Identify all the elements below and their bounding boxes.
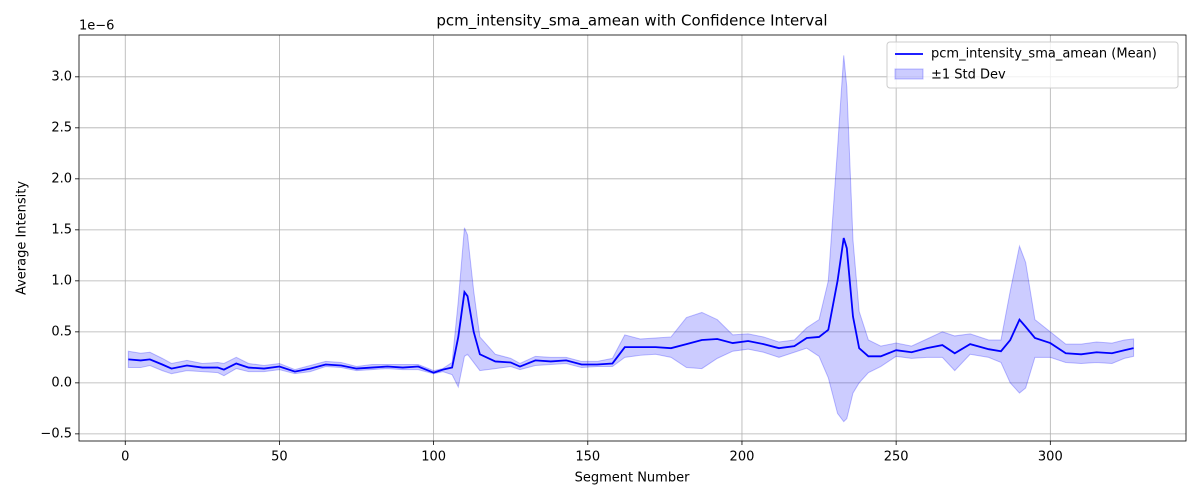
y-axis-label: Average Intensity: [15, 181, 30, 295]
legend-label: ±1 Std Dev: [931, 68, 1006, 83]
chart-title: pcm_intensity_sma_amean with Confidence …: [436, 12, 827, 31]
y-tick-label: 1.0: [51, 273, 72, 288]
x-tick-label: 50: [271, 450, 288, 465]
x-tick-label: 100: [421, 450, 446, 465]
y-tick-label: 3.0: [51, 69, 72, 84]
legend-label: pcm_intensity_sma_amean (Mean): [931, 47, 1157, 62]
x-tick-label: 0: [121, 450, 129, 465]
y-tick-label: 2.5: [51, 120, 72, 135]
std-band: [127, 55, 1135, 423]
x-tick-label: 250: [884, 450, 909, 465]
legend-box: [886, 41, 1179, 89]
mean-line: [128, 237, 1134, 374]
legend-swatch: [894, 68, 924, 80]
x-tick-label: 150: [575, 450, 600, 465]
x-axis-label: Segment Number: [575, 471, 691, 486]
x-tick-label: 200: [730, 450, 755, 465]
y-tick-label: 2.0: [51, 171, 72, 186]
plot-frame: [78, 34, 1187, 442]
y-tick-label: −0.5: [40, 426, 72, 441]
x-tick-label: 300: [1038, 450, 1063, 465]
y-offset-label: 1e−6: [79, 19, 114, 34]
y-tick-label: 1.5: [51, 222, 72, 237]
y-tick-label: 0.0: [51, 375, 72, 390]
y-tick-label: 0.5: [51, 324, 72, 339]
